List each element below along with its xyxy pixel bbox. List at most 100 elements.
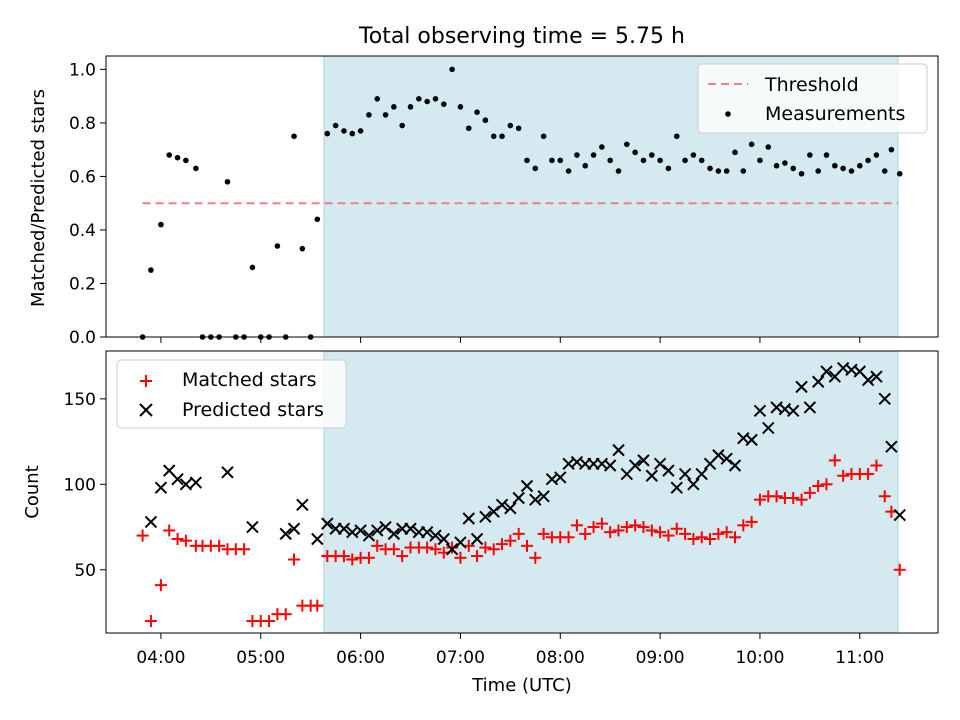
x-axis-label: Time (UTC) bbox=[471, 675, 572, 696]
top-legend: Threshold Measurements bbox=[697, 63, 928, 134]
measurement-point bbox=[332, 122, 339, 129]
matched-star-point bbox=[171, 533, 184, 545]
measurement-point bbox=[457, 104, 464, 110]
measurement-point bbox=[599, 144, 605, 150]
matched-star-point bbox=[263, 615, 276, 628]
predicted-star-point bbox=[745, 433, 758, 447]
matched-star-point bbox=[479, 541, 492, 554]
measurement-points bbox=[139, 66, 903, 340]
predicted-star-point bbox=[728, 459, 742, 472]
bottom-x-tick-label: 04:00 bbox=[136, 648, 185, 668]
bottom-x-tick-label: 06:00 bbox=[336, 648, 385, 668]
matched-star-point bbox=[812, 480, 825, 493]
predicted-star-point bbox=[179, 478, 193, 491]
matched-star-point bbox=[737, 519, 750, 532]
matched-star-point bbox=[279, 608, 292, 621]
predicted-star-point bbox=[811, 375, 825, 388]
matched-star-point bbox=[429, 543, 442, 556]
measurement-point bbox=[357, 128, 364, 134]
predicted-star-point bbox=[645, 469, 658, 482]
predicted-star-point bbox=[504, 502, 517, 515]
legend-predicted-label: Predicted stars bbox=[182, 399, 324, 421]
measurement-point bbox=[274, 243, 281, 249]
legend-predicted-swatch bbox=[139, 403, 153, 417]
measurement-point bbox=[291, 133, 297, 140]
predicted-star-point bbox=[246, 520, 259, 534]
predicted-star-point bbox=[287, 522, 301, 535]
matched-star-point bbox=[828, 454, 841, 467]
matched-star-point bbox=[520, 539, 533, 552]
predicted-star-point bbox=[653, 457, 667, 471]
measurement-point bbox=[407, 104, 414, 110]
matched-star-point bbox=[163, 524, 176, 537]
matched-star-point bbox=[512, 527, 525, 540]
measurement-point bbox=[399, 122, 405, 129]
predicted-star-point bbox=[893, 508, 906, 522]
predicted-star-point bbox=[189, 476, 203, 489]
predicted-star-point bbox=[371, 524, 384, 537]
matched-star-point bbox=[720, 526, 733, 539]
top-y-tick-label: 1.0 bbox=[69, 60, 96, 80]
measurement-point bbox=[391, 104, 397, 110]
bottom-y-ticks: 50 100 150 bbox=[64, 390, 106, 581]
measurement-point bbox=[432, 96, 439, 102]
measurement-point bbox=[174, 154, 181, 161]
measurement-point bbox=[490, 133, 497, 140]
measurement-point bbox=[640, 157, 647, 164]
measurement-point bbox=[299, 245, 306, 252]
predicted-star-point bbox=[885, 440, 898, 453]
measurement-point bbox=[840, 165, 846, 172]
matched-star-point bbox=[620, 521, 633, 534]
matched-star-point bbox=[504, 534, 517, 547]
measurement-point bbox=[499, 133, 505, 140]
predicted-star-point bbox=[695, 467, 708, 481]
matched-star-point bbox=[862, 468, 875, 481]
measurement-point bbox=[607, 157, 613, 164]
matched-star-point bbox=[637, 521, 650, 534]
measurement-point bbox=[632, 149, 638, 156]
bottom-x-tick-label: 07:00 bbox=[436, 648, 485, 668]
measurement-point bbox=[856, 162, 863, 169]
matched-star-point bbox=[537, 527, 550, 540]
measurement-point bbox=[723, 168, 730, 174]
matched-star-point bbox=[562, 531, 575, 544]
predicted-star-point bbox=[637, 454, 650, 467]
predicted-star-point bbox=[495, 498, 509, 512]
predicted-star-point bbox=[429, 529, 442, 542]
measurement-point bbox=[524, 157, 530, 164]
matched-star-point bbox=[471, 550, 484, 563]
measurement-point bbox=[582, 162, 589, 169]
measurement-point bbox=[790, 165, 797, 172]
matched-star-point bbox=[362, 551, 375, 564]
bottom-x-ticks: 04:00 05:00 06:00 07:00 08:00 09:00 10:00 11:00 bbox=[136, 633, 884, 668]
measurement-point bbox=[183, 157, 189, 164]
measurement-point bbox=[832, 162, 838, 169]
matched-star-point bbox=[837, 469, 850, 482]
top-y-tick-label: 0.8 bbox=[69, 114, 96, 134]
measurement-point bbox=[366, 112, 372, 118]
top-plot-frame bbox=[105, 55, 939, 338]
matched-star-point bbox=[753, 493, 766, 506]
predicted-star-point bbox=[687, 478, 700, 491]
measurement-point bbox=[698, 157, 705, 164]
matched-star-point bbox=[371, 539, 384, 552]
measurement-point bbox=[590, 152, 597, 158]
bottom-y-axis-label: Count bbox=[22, 465, 43, 518]
matched-star-point bbox=[179, 534, 192, 547]
chart-title: Total observing time = 5.75 h bbox=[358, 24, 685, 49]
measurement-point bbox=[707, 165, 713, 172]
measurement-point bbox=[557, 157, 564, 164]
measurement-point bbox=[224, 178, 231, 185]
matched-star-point bbox=[612, 524, 625, 537]
measurement-point bbox=[873, 152, 880, 158]
predicted-star-point bbox=[537, 490, 550, 503]
matched-star-point bbox=[136, 529, 149, 542]
bottom-y-tick-label: 50 bbox=[74, 561, 96, 581]
matched-star-point bbox=[695, 531, 708, 544]
bottom-observing-window-shade bbox=[323, 350, 899, 634]
predicted-star-point bbox=[487, 505, 500, 518]
measurement-point bbox=[148, 267, 154, 273]
predicted-star-point bbox=[296, 498, 309, 512]
measurement-point bbox=[665, 165, 672, 172]
measurement-point bbox=[888, 146, 895, 153]
